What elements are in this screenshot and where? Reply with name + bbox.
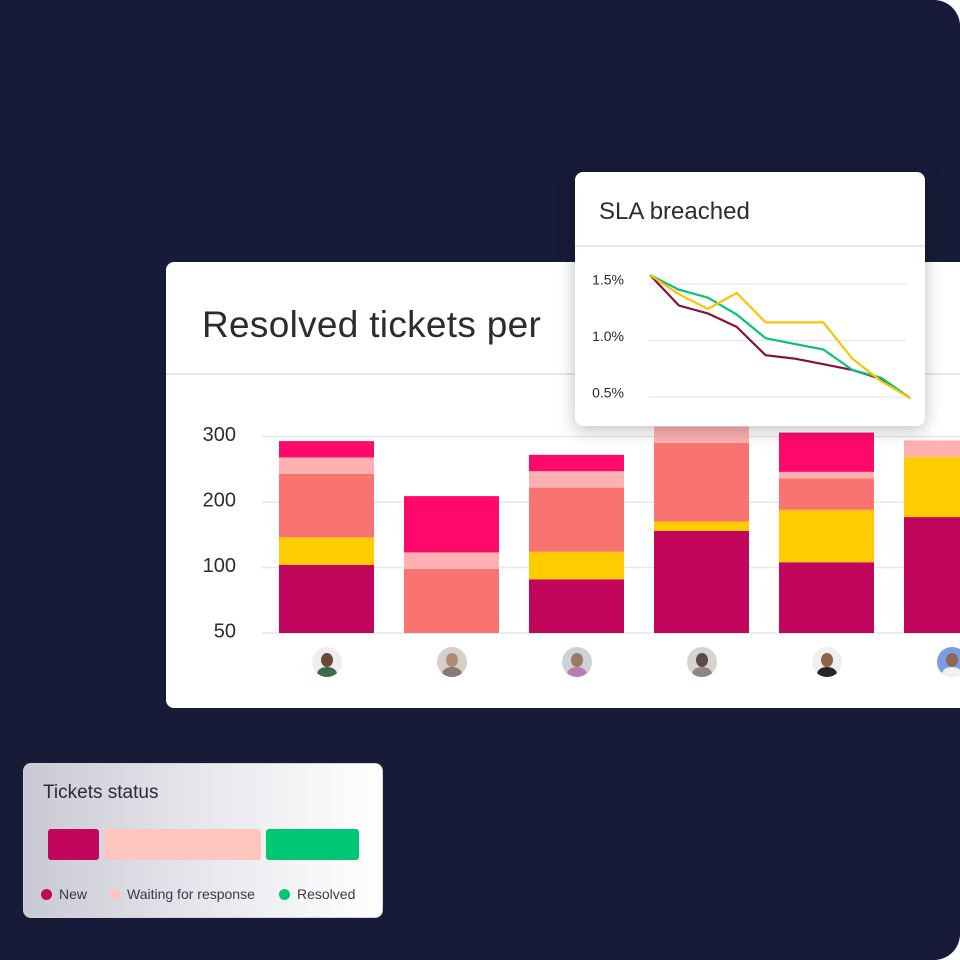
avatar-head xyxy=(695,653,708,667)
sla-y-tick-label: 0.5% xyxy=(592,385,624,401)
sla-line-yellow xyxy=(649,274,911,400)
bar-segment-agent-2 xyxy=(404,496,499,553)
avatar-body xyxy=(816,667,837,677)
bar-segment-agent-6 xyxy=(904,440,960,457)
avatar-agent-2 xyxy=(436,647,467,677)
avatar-agent-5 xyxy=(811,647,842,677)
y-tick-label: 50 xyxy=(214,620,236,642)
resolved-tickets-chart: 300 200 100 50 xyxy=(203,424,960,642)
legend-dot-icon xyxy=(279,888,290,900)
bar-segment-agent-1 xyxy=(279,564,374,633)
sla-y-tick-label: 1.5% xyxy=(592,272,624,288)
bar-segment-agent-5 xyxy=(779,478,874,510)
bar-segment-agent-5 xyxy=(779,471,874,479)
avatar-head xyxy=(445,653,458,667)
resolved-tickets-title: Resolved tickets per xyxy=(202,304,542,345)
avatar-head xyxy=(570,653,583,667)
tickets-status-title: Tickets status xyxy=(43,782,159,803)
bar-segment-agent-6 xyxy=(904,517,960,633)
bar-segment-agent-1 xyxy=(279,457,374,474)
avatar-agent-1 xyxy=(311,647,342,677)
avatar-body xyxy=(691,667,712,677)
status-segment-new xyxy=(48,829,100,860)
sla-breached-chart: 1.5% 1.0% 0.5% xyxy=(592,272,911,401)
bar-segment-agent-3 xyxy=(529,551,624,580)
sla-y-tick-label: 1.0% xyxy=(592,328,624,344)
bar-segment-agent-3 xyxy=(529,471,624,488)
bar-segment-agent-4 xyxy=(654,426,749,444)
bar-segment-agent-4 xyxy=(654,443,749,522)
bar-segment-agent-5 xyxy=(779,509,874,563)
card-divider xyxy=(166,373,960,375)
status-segment-resolved xyxy=(265,829,359,860)
legend-dot-icon xyxy=(109,888,120,900)
avatar-head xyxy=(820,653,833,667)
y-tick-label: 200 xyxy=(203,489,236,511)
avatar-agent-6 xyxy=(936,647,960,677)
avatar-body xyxy=(566,667,587,677)
bar-segment-agent-1 xyxy=(279,537,374,565)
sla-line-green xyxy=(649,274,911,400)
legend-item-new: New xyxy=(41,885,87,903)
bar-segment-agent-1 xyxy=(279,441,374,458)
bar-segment-agent-5 xyxy=(779,432,874,472)
bar-segment-agent-3 xyxy=(529,579,624,633)
tickets-status-card: Tickets status New Waiting for response Re… xyxy=(23,763,383,918)
y-tick-label: 100 xyxy=(203,555,236,577)
bar-segment-agent-2 xyxy=(404,568,499,633)
avatar-head xyxy=(320,653,333,667)
sla-breached-card: SLA breached 1.5% 1.0% 0.5% xyxy=(575,172,925,426)
bar-segment-agent-1 xyxy=(279,473,374,538)
legend-item-resolved: Resolved xyxy=(279,885,355,903)
legend-label: New xyxy=(59,886,88,902)
avatar-head xyxy=(945,653,958,667)
legend-dot-icon xyxy=(41,888,52,900)
avatar-body xyxy=(441,667,462,677)
bar-segment-agent-5 xyxy=(779,562,874,633)
sla-breached-title: SLA breached xyxy=(599,198,750,225)
bar-segment-agent-4 xyxy=(654,530,749,633)
avatar-agent-4 xyxy=(686,647,717,677)
avatar-body xyxy=(316,667,337,677)
bar-segment-agent-3 xyxy=(529,454,624,472)
avatar-agent-3 xyxy=(561,647,592,677)
y-tick-label: 300 xyxy=(203,424,236,446)
status-segment-waiting-for-response xyxy=(104,829,261,860)
legend-item-waiting-for-response: Waiting for response xyxy=(109,885,255,903)
legend-label: Waiting for response xyxy=(127,886,255,902)
bar-segment-agent-2 xyxy=(404,552,499,569)
bar-segment-agent-3 xyxy=(529,487,624,552)
bar-segment-agent-6 xyxy=(904,456,960,518)
bar-segment-agent-4 xyxy=(654,521,749,531)
avatar-body xyxy=(941,667,960,677)
legend-label: Resolved xyxy=(297,886,356,902)
card-divider xyxy=(575,245,925,247)
